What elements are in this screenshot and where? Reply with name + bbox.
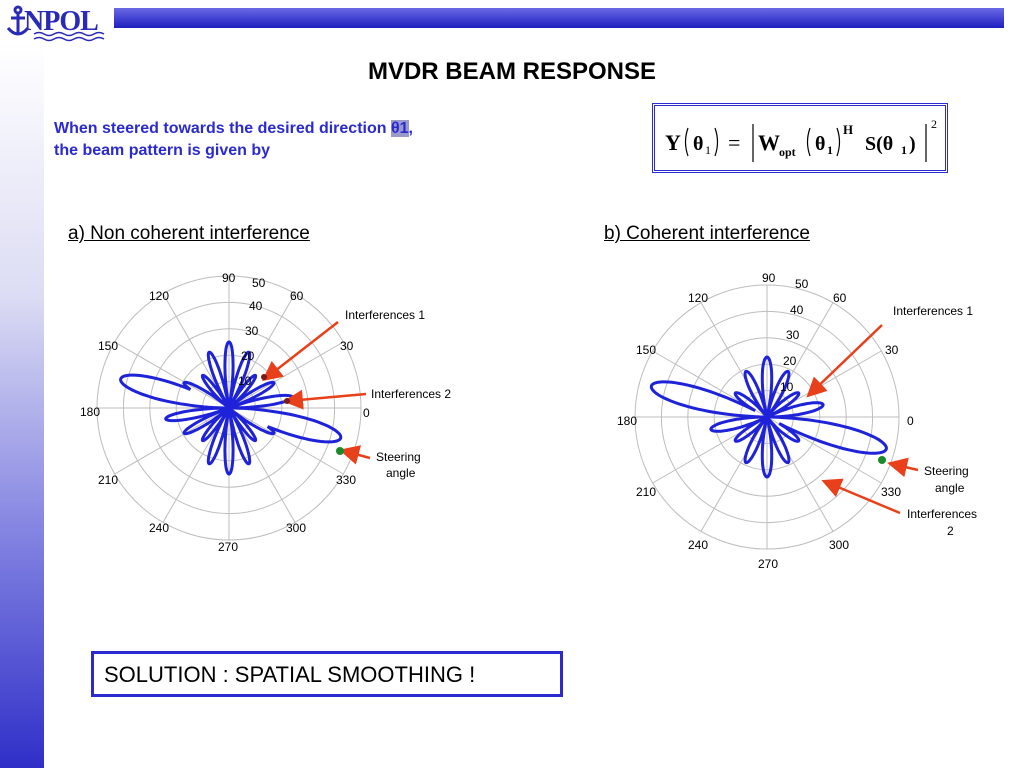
arrow-steer-a (339, 445, 371, 465)
beam-formula-box: Y θ 1 = W opt θ 1 H S(θ 1 ) 2 (652, 103, 948, 173)
annotation-interf1-b: Interferences 1 (893, 304, 973, 318)
grid-spoke (114, 341, 230, 409)
intro-prefix: When steered towards the desired directi… (54, 120, 391, 137)
interf1-marker-a (261, 374, 267, 380)
arrow-steer-b (887, 457, 919, 478)
angle-label-270-a: 270 (218, 540, 238, 554)
intro-line2: the beam pattern is given by (54, 142, 271, 159)
angle-label-0-a: 0 (363, 406, 370, 420)
formula-s-sub: 1 (901, 143, 907, 157)
angle-label-150-b: 150 (636, 343, 656, 357)
angle-label-300-b: 300 (829, 538, 849, 552)
radial-label-50-b: 50 (795, 277, 809, 291)
angle-label-240-a: 240 (149, 521, 169, 535)
slide-title: MVDR BEAM RESPONSE (367, 58, 657, 85)
angle-label-90-b: 90 (762, 271, 776, 285)
radial-label-10-a: 10 (238, 374, 252, 388)
radial-label-10-b: 10 (780, 380, 794, 394)
annotation-steer1-b: Steering (924, 464, 969, 478)
npol-logo: NPOL (4, 4, 108, 44)
annotation-steer2-b: angle (935, 481, 965, 495)
intro-text: When steered towards the desired directi… (54, 118, 554, 162)
angle-label-210-b: 210 (636, 485, 656, 499)
grid-spoke (766, 302, 834, 418)
formula-s: S(θ (865, 133, 893, 155)
angle-label-270-b: 270 (758, 557, 778, 571)
grid-spoke (228, 407, 344, 475)
interf2-marker-a (284, 398, 290, 404)
intro-suffix: , (408, 120, 413, 137)
formula-sub-1: 1 (705, 143, 711, 157)
radial-label-30-a: 30 (245, 324, 259, 338)
arrow-interf2-b (821, 478, 901, 515)
beam-pattern-a (119, 340, 343, 476)
heading-coherent: b) Coherent interference (604, 223, 810, 244)
grid-spoke (700, 416, 768, 532)
angle-label-150-a: 150 (98, 339, 118, 353)
angle-label-240-b: 240 (688, 538, 708, 552)
angle-label-30-a: 30 (340, 339, 354, 353)
formula-w-sub: opt (779, 145, 796, 159)
angle-label-90-a: 90 (222, 271, 236, 285)
grid-spoke (766, 416, 834, 532)
radial-label-50-a: 50 (252, 276, 266, 290)
anchor-icon (6, 5, 105, 42)
angle-label-180-b: 180 (617, 414, 637, 428)
beam-pattern-b (649, 355, 888, 479)
annotation-interf2-a: Interferences 2 (371, 387, 451, 401)
angle-label-0-b: 0 (907, 414, 914, 428)
angle-label-330-b: 330 (881, 485, 901, 499)
angle-label-330-a: 330 (336, 473, 356, 487)
formula-sub-2: 1 (827, 143, 833, 157)
formula-theta-2: θ (815, 133, 825, 155)
annotation-steer1-a: Steering (376, 450, 421, 464)
logo-text: NPOL (24, 6, 99, 37)
header-bar (114, 8, 1004, 28)
grid-spoke (114, 407, 230, 475)
angle-label-120-b: 120 (688, 291, 708, 305)
radial-label-40-a: 40 (249, 299, 263, 313)
angle-label-60-b: 60 (833, 291, 847, 305)
steer-marker-a (336, 447, 344, 455)
radial-label-30-b: 30 (786, 328, 800, 342)
radial-label-20-b: 20 (783, 354, 797, 368)
theta-symbol: θ1 (390, 120, 409, 137)
annotation-interf1-a: Interferences 1 (345, 308, 425, 322)
angle-label-180-a: 180 (80, 405, 100, 419)
formula-sup-h: H (843, 122, 853, 137)
grid-spoke (228, 341, 344, 409)
formula-s-close: ) (909, 133, 916, 155)
formula-y: Y (665, 130, 681, 155)
arrow-interf1-a (262, 321, 339, 382)
radial-label-20-a: 20 (241, 349, 255, 363)
angle-label-120-a: 120 (149, 289, 169, 303)
grid-spoke (700, 302, 768, 418)
annotation-steer2-a: angle (386, 466, 416, 480)
sidebar-gradient (0, 42, 44, 768)
annotation-interf2-b-1: Interferences (907, 507, 977, 521)
steer-marker-b (878, 456, 886, 464)
angle-label-60-a: 60 (290, 289, 304, 303)
formula-equals: = (728, 130, 740, 155)
annotation-interf2-b-2: 2 (947, 524, 954, 538)
beam-formula: Y θ 1 = W opt θ 1 H S(θ 1 ) 2 (665, 117, 937, 162)
formula-w: W (758, 130, 780, 155)
angle-label-300-a: 300 (286, 521, 306, 535)
heading-non-coherent: a) Non coherent interference (68, 223, 310, 244)
angle-label-30-b: 30 (885, 343, 899, 357)
angle-label-210-a: 210 (98, 473, 118, 487)
solution-box: SOLUTION : SPATIAL SMOOTHING ! (91, 651, 563, 697)
arrow-interf1-b (806, 324, 883, 398)
formula-sup-2: 2 (931, 117, 937, 131)
formula-theta-1: θ (693, 133, 703, 155)
arrow-interf2-a (283, 389, 367, 410)
radial-label-40-b: 40 (790, 303, 804, 317)
